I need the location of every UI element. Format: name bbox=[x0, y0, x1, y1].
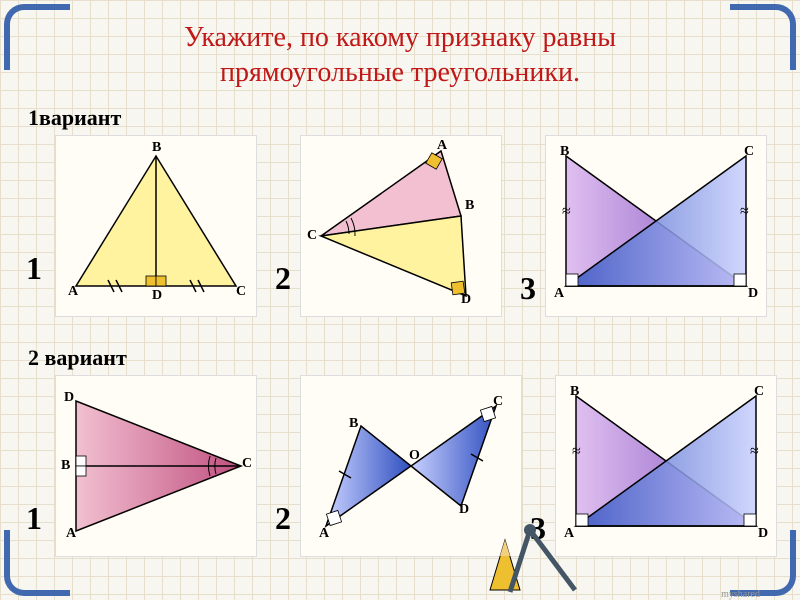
vertex-D: D bbox=[152, 288, 162, 304]
svg-text:≈: ≈ bbox=[562, 203, 571, 220]
variant-1-label: 1вариант bbox=[28, 105, 121, 131]
figure-number: 1 bbox=[26, 250, 42, 287]
vertex-D: D bbox=[459, 502, 469, 518]
vertex-D: D bbox=[64, 390, 74, 406]
vertex-C: C bbox=[754, 384, 764, 400]
vertex-D: D bbox=[461, 292, 471, 308]
vertex-B: B bbox=[465, 198, 474, 214]
triangle-svg bbox=[301, 136, 501, 316]
vertex-C: C bbox=[236, 284, 246, 300]
title-line-2: прямоугольные треугольники. bbox=[220, 57, 580, 88]
figure-v1-3: ≈ ≈ B C A D bbox=[545, 135, 767, 317]
vertex-C: C bbox=[744, 144, 754, 160]
figure-number: 2 bbox=[275, 500, 291, 537]
watermark: myshared bbox=[721, 589, 760, 600]
vertex-A: A bbox=[66, 526, 76, 542]
triangle-svg bbox=[56, 376, 256, 556]
figure-number: 1 bbox=[26, 500, 42, 537]
figure-v1-2: A B C D bbox=[300, 135, 502, 317]
vertex-B: B bbox=[560, 144, 569, 160]
vertex-A: A bbox=[68, 284, 78, 300]
vertex-D: D bbox=[748, 286, 758, 302]
vertex-D: D bbox=[758, 526, 768, 542]
vertex-B: B bbox=[570, 384, 579, 400]
triangle-svg: ≈ ≈ bbox=[546, 136, 766, 316]
figure-number: 3 bbox=[520, 270, 536, 307]
vertex-B: B bbox=[61, 458, 70, 474]
figure-v1-1: A B C D bbox=[55, 135, 257, 317]
svg-text:≈: ≈ bbox=[750, 443, 759, 460]
svg-text:≈: ≈ bbox=[740, 203, 749, 220]
vertex-A: A bbox=[319, 526, 329, 542]
vertex-C: C bbox=[493, 394, 503, 410]
title-line-1: Укажите, по какому признаку равны bbox=[184, 22, 616, 53]
svg-text:≈: ≈ bbox=[572, 443, 581, 460]
vertex-B: B bbox=[152, 140, 161, 156]
vertex-A: A bbox=[554, 286, 564, 302]
page-title: Укажите, по какому признаку равны прямоу… bbox=[0, 20, 800, 90]
vertex-B: B bbox=[349, 416, 358, 432]
vertex-A: A bbox=[437, 138, 447, 154]
vertex-C: C bbox=[242, 456, 252, 472]
figure-number: 2 bbox=[275, 260, 291, 297]
vertex-C: C bbox=[307, 228, 317, 244]
figure-v2-1: D B A C bbox=[55, 375, 257, 557]
variant-2-label: 2 вариант bbox=[28, 345, 127, 371]
vertex-O: O bbox=[409, 448, 420, 464]
pencil-compass-icon bbox=[480, 520, 600, 600]
